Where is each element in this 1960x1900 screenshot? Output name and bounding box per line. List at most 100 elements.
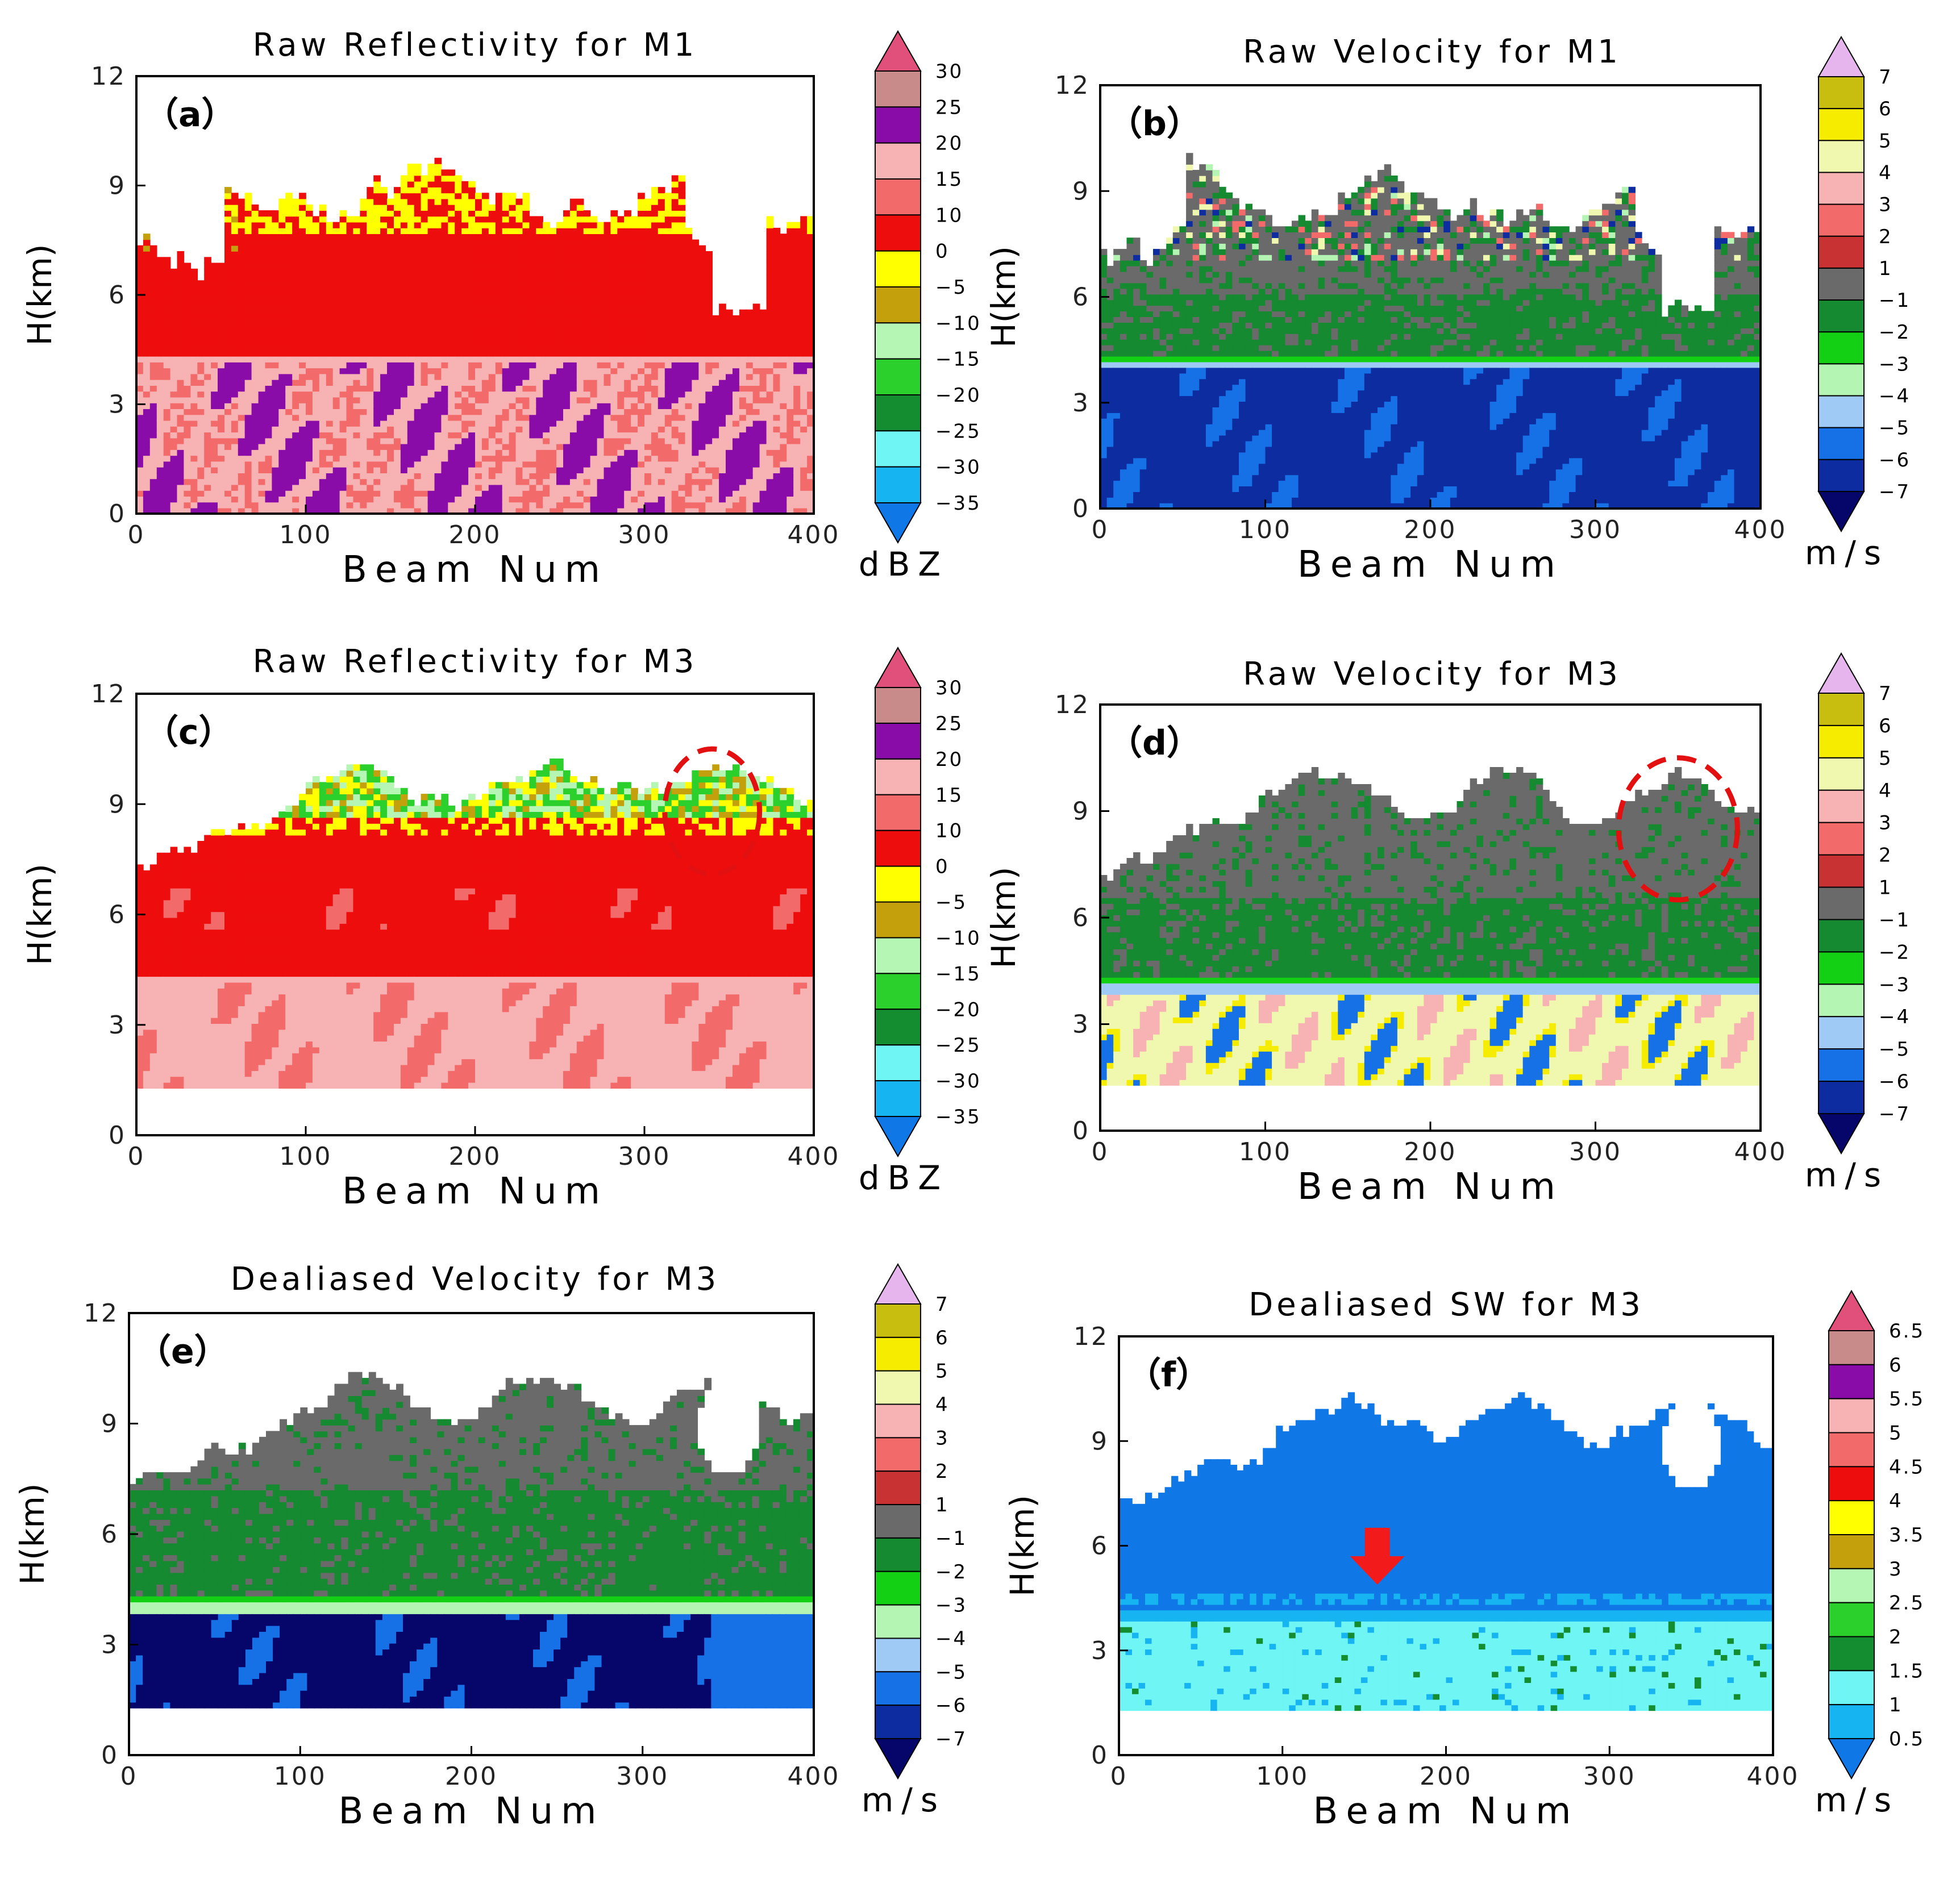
heatmap-cell: [190, 485, 198, 491]
heatmap-cell: [272, 415, 279, 421]
heatmap-cell: [231, 298, 239, 304]
heatmap-cell: [265, 216, 273, 222]
heatmap-cell: [245, 490, 252, 497]
heatmap-cell: [299, 420, 306, 427]
heatmap-cell: [265, 444, 273, 450]
heatmap-cell: [157, 257, 164, 263]
heatmap-cell: [211, 298, 218, 304]
heatmap-cell: [197, 455, 205, 461]
heatmap-cell: [272, 496, 279, 502]
heatmap-cell: [164, 420, 171, 427]
heatmap-cell: [231, 420, 239, 427]
heatmap-cell: [272, 245, 279, 252]
heatmap-cell: [306, 251, 313, 257]
heatmap-cell: [150, 303, 157, 310]
heatmap-cell: [299, 257, 306, 263]
heatmap-cell: [238, 251, 245, 257]
heatmap-cell: [231, 321, 239, 327]
heatmap-cell: [306, 403, 313, 409]
heatmap-cell: [190, 351, 198, 357]
heatmap-cell: [218, 467, 225, 473]
heatmap-cell: [143, 298, 151, 304]
heatmap-cell: [224, 444, 232, 450]
heatmap-cell: [231, 292, 239, 298]
heatmap-cell: [224, 490, 232, 497]
heatmap-cell: [177, 502, 185, 509]
heatmap-cell: [143, 449, 151, 456]
heatmap-cell: [190, 438, 198, 444]
heatmap-cell: [170, 455, 178, 461]
heatmap-cell: [259, 339, 266, 345]
heatmap-cell: [252, 461, 259, 468]
heatmap-cell: [278, 298, 286, 304]
heatmap-cell: [143, 415, 151, 421]
heatmap-cell: [299, 415, 306, 421]
heatmap-cell: [157, 449, 164, 456]
heatmap-cell: [245, 199, 252, 205]
heatmap-cell: [170, 362, 178, 368]
heatmap-cell: [272, 420, 279, 427]
heatmap-cell: [150, 444, 157, 450]
heatmap-cell: [306, 286, 313, 293]
heatmap-cell: [177, 303, 185, 310]
heatmap-cell: [184, 415, 191, 421]
heatmap-cell: [252, 356, 259, 363]
heatmap-cell: [218, 298, 225, 304]
heatmap-cell: [245, 310, 252, 316]
heatmap-cell: [292, 210, 299, 216]
heatmap-cell: [252, 485, 259, 491]
heatmap-cell: [184, 333, 191, 339]
heatmap-cell: [211, 461, 218, 468]
heatmap-cell: [184, 467, 191, 473]
heatmap-cell: [224, 455, 232, 461]
heatmap-cell: [190, 321, 198, 327]
heatmap-cell: [238, 222, 245, 228]
heatmap-cell: [285, 263, 293, 269]
heatmap-cell: [211, 339, 218, 345]
heatmap-cell: [278, 234, 286, 240]
heatmap-cell: [285, 193, 293, 199]
heatmap-cell: [211, 415, 218, 421]
heatmap-cell: [143, 455, 151, 461]
heatmap-cell: [285, 327, 293, 334]
heatmap-cell: [143, 344, 151, 351]
heatmap-cell: [164, 374, 171, 380]
heatmap-cell: [292, 245, 299, 252]
heatmap-cell: [252, 385, 259, 391]
heatmap-cell: [197, 420, 205, 427]
heatmap-cell: [150, 292, 157, 298]
heatmap-cell: [184, 327, 191, 334]
heatmap-cell: [306, 391, 313, 397]
heatmap-cell: [313, 374, 320, 380]
heatmap-cell: [265, 315, 273, 322]
heatmap-cell: [299, 478, 306, 485]
heatmap-cell: [197, 315, 205, 322]
heatmap-cell: [252, 286, 259, 293]
heatmap-cell: [252, 380, 259, 386]
heatmap-cell: [272, 310, 279, 316]
heatmap-cell: [313, 444, 320, 450]
heatmap-cell: [164, 397, 171, 403]
heatmap-cell: [190, 356, 198, 363]
heatmap-cell: [170, 327, 178, 334]
heatmap-cell: [285, 339, 293, 345]
heatmap-cell: [252, 251, 259, 257]
heatmap-cell: [299, 228, 306, 234]
heatmap-cell: [170, 274, 178, 281]
heatmap-cell: [211, 426, 218, 432]
heatmap-cell: [164, 455, 171, 461]
heatmap-cell: [285, 391, 293, 397]
heatmap-cell: [224, 327, 232, 334]
heatmap-cell: [143, 257, 151, 263]
heatmap-cell: [224, 234, 232, 240]
heatmap-cell: [177, 409, 185, 415]
heatmap-cell: [170, 461, 178, 468]
heatmap-cell: [265, 467, 273, 473]
heatmap-cell: [272, 351, 279, 357]
heatmap-cell: [238, 245, 245, 252]
heatmap-cell: [184, 391, 191, 397]
heatmap-cell: [177, 490, 185, 497]
heatmap-cell: [143, 333, 151, 339]
heatmap-cell: [238, 333, 245, 339]
heatmap-cell: [265, 251, 273, 257]
